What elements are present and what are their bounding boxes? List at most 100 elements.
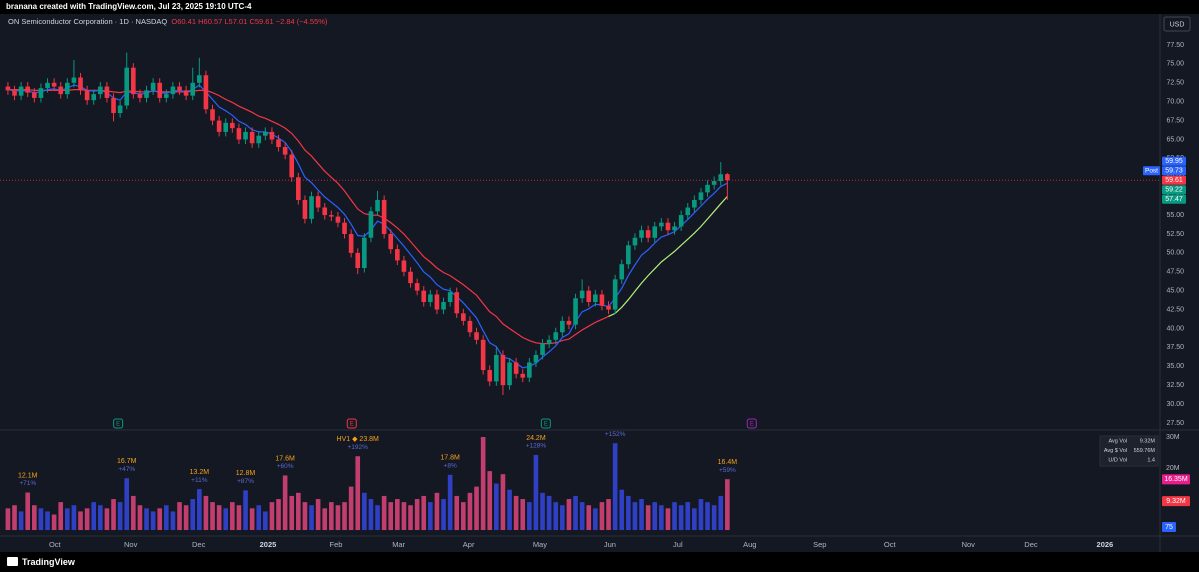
volume-annotation-change: +8% xyxy=(444,463,457,470)
candle-body xyxy=(533,354,539,363)
candle-body xyxy=(269,131,275,140)
volume-bar xyxy=(157,508,163,531)
stats-value: 9.32M xyxy=(1140,438,1156,444)
candle-body xyxy=(5,86,11,91)
volume-bar xyxy=(263,511,268,531)
volume-tag xyxy=(1162,474,1190,485)
volume-tag-label: 16.35M xyxy=(1164,476,1188,483)
candle-body xyxy=(434,294,440,310)
candle-body xyxy=(480,339,486,371)
volume-bar xyxy=(223,508,229,531)
candle-body xyxy=(441,302,446,310)
price-tag-label: 57.47 xyxy=(1165,196,1183,203)
volume-bar xyxy=(197,489,202,531)
x-tick-label: 2026 xyxy=(1097,540,1114,549)
candle-body xyxy=(38,88,44,98)
currency: USD xyxy=(1170,21,1185,28)
volume-bar xyxy=(454,495,460,531)
volume-bar xyxy=(276,499,281,531)
candle-body xyxy=(381,199,387,234)
volume-bar xyxy=(487,471,493,531)
currency-box[interactable] xyxy=(1163,16,1191,32)
volume-bar xyxy=(183,505,189,531)
x-tick-label: Sep xyxy=(813,540,826,549)
candle-body xyxy=(685,207,691,216)
indicator-tag-label: 75 xyxy=(1165,524,1173,531)
candle-body xyxy=(223,122,229,132)
volume-bar xyxy=(84,508,90,531)
volume-bar xyxy=(249,508,255,531)
y-tick-label: 67.50 xyxy=(1166,117,1184,124)
post-tag-label: Post xyxy=(1145,167,1158,174)
candle-body xyxy=(698,192,704,200)
candle-body xyxy=(309,196,314,219)
volume-annotation-change: +11% xyxy=(191,477,208,484)
y-tick-label: 47.50 xyxy=(1166,269,1184,276)
candle-body xyxy=(348,233,354,253)
candle-body xyxy=(282,147,288,155)
volume-bar xyxy=(243,490,248,531)
x-tick-label: Apr xyxy=(463,540,475,549)
candle-body xyxy=(513,362,519,374)
post-tag xyxy=(1143,166,1160,176)
volume-annotation-change: +47% xyxy=(118,466,135,473)
earnings-label: E xyxy=(116,421,120,427)
candle-body xyxy=(203,75,209,110)
candle-body xyxy=(111,97,116,114)
candle-body xyxy=(652,226,658,238)
earnings-label: E xyxy=(544,421,548,427)
x-tick-label: Oct xyxy=(49,540,62,549)
candle-body xyxy=(91,94,97,101)
x-tick-label: Nov xyxy=(962,540,976,549)
y-tick-label: 65.00 xyxy=(1166,136,1184,143)
volume-bar xyxy=(381,495,387,531)
candle-body xyxy=(322,207,328,216)
volume-bar xyxy=(527,502,532,531)
candle-body xyxy=(362,237,367,268)
brand[interactable]: TradingView xyxy=(22,557,75,567)
volume-bar xyxy=(566,499,572,531)
candle-body xyxy=(428,294,433,303)
close: C59.61 xyxy=(249,17,274,26)
y-tick-label: 52.50 xyxy=(1166,231,1184,238)
candle-body xyxy=(210,109,215,121)
candle-body xyxy=(315,196,321,208)
y-tick-label: 72.50 xyxy=(1166,80,1184,87)
candle-body xyxy=(296,177,301,200)
x-tick-label: Feb xyxy=(329,540,342,549)
candle-body xyxy=(71,77,77,83)
candle-body xyxy=(401,260,407,272)
volume-bar xyxy=(619,489,625,531)
candle-body xyxy=(150,82,156,91)
volume-tag xyxy=(1162,496,1190,507)
volume-bar xyxy=(282,475,288,531)
candle-body xyxy=(540,343,545,355)
watermark: branana created with TradingView.com, Ju… xyxy=(0,0,1199,14)
earnings-label: E xyxy=(750,421,754,427)
candle-body xyxy=(705,184,710,193)
volume-bar xyxy=(500,474,506,531)
y-tick-label: 70.00 xyxy=(1166,99,1184,106)
symbol-title[interactable]: ON Semiconductor Corporation · 1D · NASD… xyxy=(8,17,168,26)
footer: TradingView xyxy=(0,552,1199,572)
volume-bar xyxy=(309,505,314,531)
candle-body xyxy=(579,290,585,299)
price-pane xyxy=(0,52,1160,395)
logo xyxy=(7,557,18,566)
candle-body xyxy=(58,86,64,95)
volume-annotation: 12.1M xyxy=(18,472,38,479)
volume-bar xyxy=(421,495,427,531)
volume-bar xyxy=(546,495,552,531)
volume-bar xyxy=(659,505,664,531)
candle-body xyxy=(190,82,196,96)
candle-body xyxy=(342,222,347,234)
volume-annotation: HV1 ◆ 23.8M xyxy=(337,436,380,443)
candle-body xyxy=(45,82,50,89)
candle-body xyxy=(289,154,295,178)
candle-body xyxy=(249,131,255,144)
earnings-marker xyxy=(113,418,124,429)
stats-value: 1.4 xyxy=(1147,457,1155,463)
candle-body xyxy=(447,292,453,303)
